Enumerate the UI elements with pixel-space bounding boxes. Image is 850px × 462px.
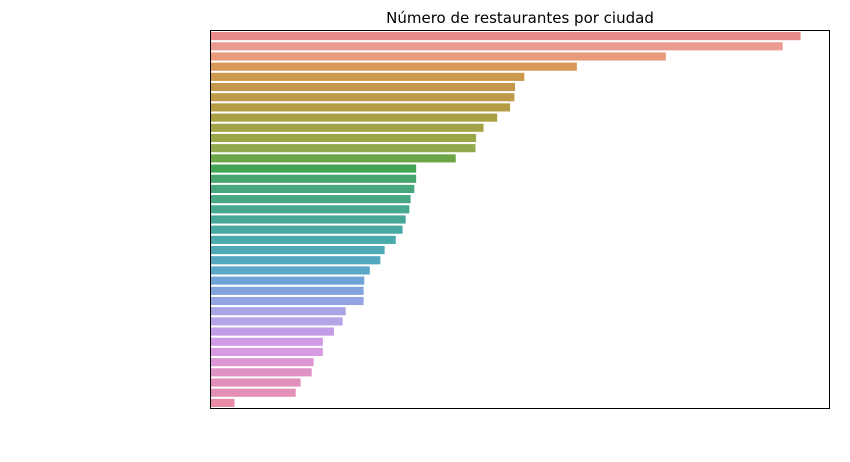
bar-31 — [211, 337, 323, 346]
bar-4 — [211, 62, 577, 71]
bar-19 — [211, 215, 406, 224]
bar-8 — [211, 103, 511, 112]
bar-13 — [211, 154, 456, 163]
bar-34 — [211, 368, 312, 377]
bar-28 — [211, 307, 346, 316]
bar-25 — [211, 276, 365, 285]
plot-frame — [210, 30, 830, 409]
bar-35 — [211, 378, 301, 387]
bar-3 — [211, 52, 666, 61]
bar-22 — [211, 245, 385, 255]
bar-37 — [211, 398, 235, 407]
bar-20 — [211, 225, 403, 234]
bar-29 — [211, 317, 343, 326]
bar-21 — [211, 235, 396, 244]
bar-32 — [211, 347, 323, 357]
bar-16 — [211, 184, 415, 194]
bar-12 — [211, 144, 476, 153]
chart-title: Número de restaurantes por ciudad — [386, 9, 654, 27]
bar-6 — [211, 82, 516, 92]
bar-23 — [211, 256, 381, 265]
bar-18 — [211, 205, 410, 214]
bar-1 — [211, 32, 801, 41]
bar-2 — [211, 42, 783, 51]
bar-17 — [211, 195, 411, 204]
bar-9 — [211, 113, 498, 122]
bar-33 — [211, 358, 314, 367]
bar-26 — [211, 286, 364, 295]
bar-15 — [211, 174, 417, 183]
bar-24 — [211, 266, 370, 275]
bar-30 — [211, 327, 334, 336]
bar-27 — [211, 296, 364, 306]
bar-5 — [211, 72, 525, 81]
bars-group — [211, 32, 801, 407]
bar-11 — [211, 133, 477, 143]
bar-7 — [211, 93, 515, 102]
bar-14 — [211, 164, 417, 173]
bar-36 — [211, 388, 296, 397]
bar-10 — [211, 123, 484, 132]
